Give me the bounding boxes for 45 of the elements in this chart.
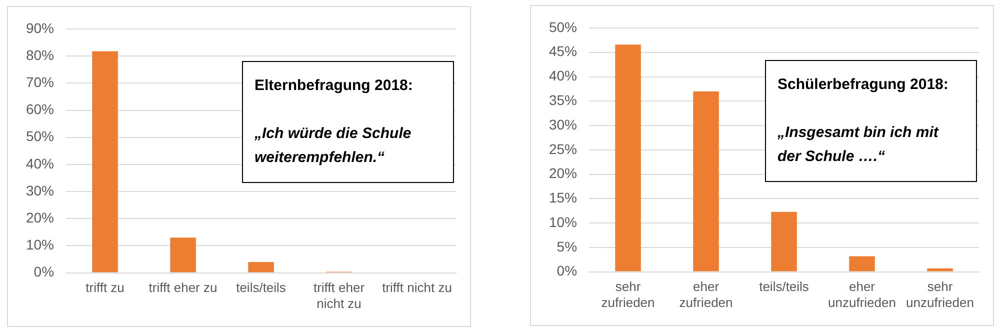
y-tick-label: 40% [548,68,578,84]
y-tick-label: 90% [26,20,54,36]
x-tick-label: sehr zufrieden [601,279,655,310]
x-tick-label: teils/teils [759,279,810,294]
y-tick-label: 40% [26,155,54,172]
bar [170,238,196,272]
y-tick-label: 20% [548,165,578,182]
y-tick-label: 30% [26,182,54,198]
y-tick-label: 0% [34,264,54,280]
y-tick-label: 10% [26,236,54,253]
x-tick-label: trifft zu [86,280,124,296]
bar [927,268,953,272]
x-tick-label: trifft nicht zu [382,280,452,296]
y-tick-label: 0% [556,262,578,279]
annotation: Elternbefragung 2018: [254,76,414,96]
bar [771,212,797,272]
bar [615,44,641,272]
y-tick-label: 50% [26,128,54,144]
x-tick-label: sehr unzufrieden [906,279,974,310]
y-tick-label: 10% [548,214,578,230]
bar [849,256,875,272]
bar [248,262,274,272]
bar [693,91,719,272]
x-tick-label: trifft eher zu [148,280,218,296]
annotation: „Insgesamt bin ich mit der Schule ….“ [778,122,940,167]
y-tick-label: 30% [548,116,578,132]
y-tick-label: 70% [26,74,54,90]
y-tick-label: 5% [556,238,578,254]
x-tick-label: teils/teils [236,280,286,296]
text-box: Elternbefragung 2018: „Ich würde die Schule weiterempfehlen.“ [242,60,454,183]
y-tick-label: 20% [26,209,54,226]
x-tick-label: eher unzufrieden [828,279,896,310]
y-tick-label: 45% [548,43,578,60]
x-tick-label: trifft eher nicht zu [313,280,366,311]
annotation: „Ich würde die Schule weiterempfehlen.“ [254,124,412,168]
annotation: Schülerbefragung 2018: [778,74,950,95]
y-tick-label: 50% [548,18,578,35]
y-tick-label: 35% [548,92,578,108]
y-tick-label: 80% [26,46,54,63]
text-box: Schülerbefragung 2018: „Insgesamt bin ich mit der Schule ….“ [764,60,977,182]
y-tick-label: 60% [26,101,54,118]
x-tick-label: eher zufrieden [679,279,733,310]
bar [92,51,118,272]
y-tick-label: 25% [548,140,578,157]
y-tick-label: 15% [548,190,578,206]
